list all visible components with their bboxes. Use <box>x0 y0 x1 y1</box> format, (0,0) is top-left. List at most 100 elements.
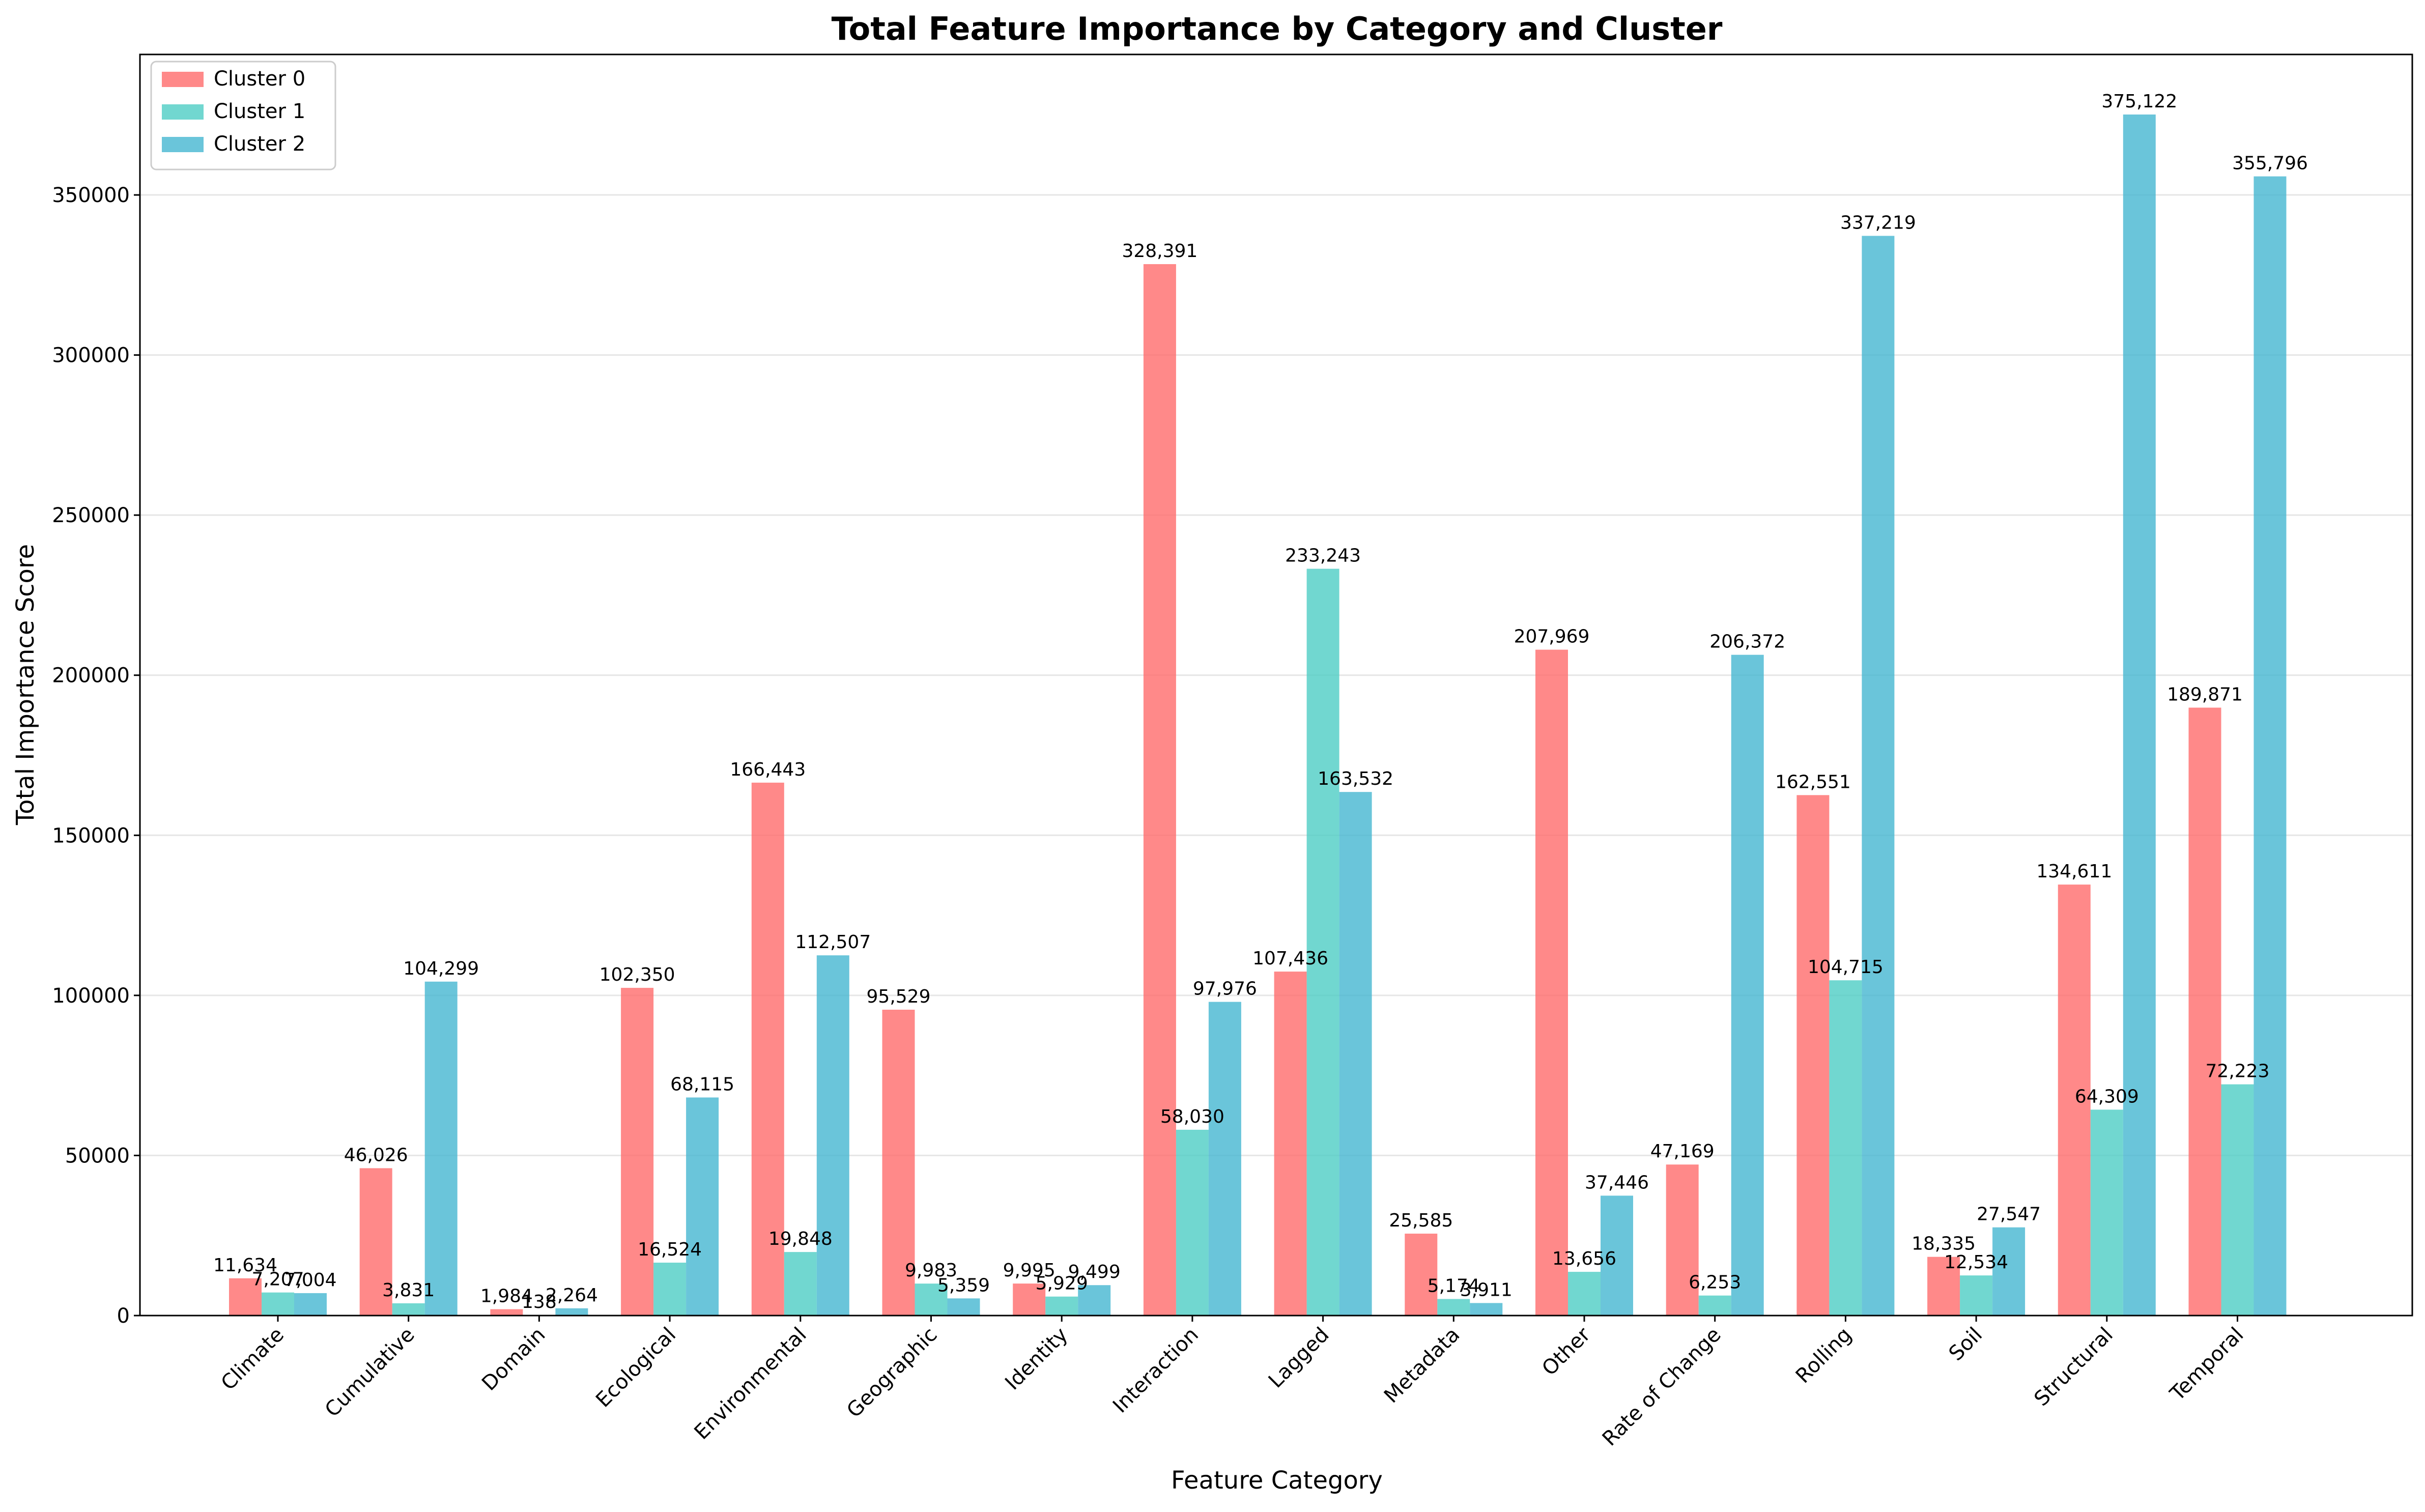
data-label: 5,359 <box>937 1275 990 1296</box>
bar-cluster-2 <box>2253 176 2287 1316</box>
x-tick-label: Metadata <box>1380 1323 1464 1408</box>
data-label: 68,115 <box>670 1074 734 1095</box>
data-label: 19,848 <box>768 1229 833 1249</box>
bar-cluster-2 <box>1208 1002 1241 1316</box>
data-label: 166,443 <box>730 759 806 780</box>
x-tick-label: Climate <box>217 1323 289 1395</box>
x-tick-label: Identity <box>1001 1323 1072 1395</box>
data-label: 9,499 <box>1068 1262 1121 1282</box>
bar-cluster-0 <box>490 1309 523 1316</box>
bar-cluster-1 <box>1829 980 1862 1316</box>
bar-cluster-1 <box>1698 1295 1731 1316</box>
bar-cluster-0 <box>1143 264 1176 1316</box>
bar-cluster-2 <box>424 981 458 1316</box>
x-tick-label: Rate of Change <box>1598 1323 1726 1451</box>
bar-cluster-1 <box>1306 568 1339 1316</box>
data-label: 46,026 <box>344 1145 408 1165</box>
x-tick-label: Environmental <box>690 1323 811 1444</box>
data-label: 16,524 <box>638 1239 702 1260</box>
data-label: 104,299 <box>403 958 479 979</box>
bar-cluster-1 <box>1045 1296 1078 1316</box>
bar-cluster-0 <box>359 1168 392 1316</box>
bar-cluster-1 <box>392 1303 425 1316</box>
bar-cluster-1 <box>1960 1275 1993 1316</box>
bar-cluster-2 <box>1078 1285 1111 1316</box>
bar-cluster-0 <box>751 782 784 1316</box>
bar-cluster-0 <box>1796 795 1830 1316</box>
data-label: 95,529 <box>867 986 931 1007</box>
bar-cluster-0 <box>1666 1164 1699 1316</box>
x-tick-label: Temporal <box>2165 1323 2248 1406</box>
legend-label: Cluster 2 <box>214 132 305 156</box>
data-label: 207,969 <box>1514 626 1590 647</box>
data-label: 64,309 <box>2075 1086 2139 1107</box>
data-label: 9,995 <box>1003 1260 1055 1281</box>
data-label: 162,551 <box>1775 772 1851 792</box>
data-label: 25,585 <box>1389 1210 1453 1231</box>
bar-cluster-0 <box>229 1278 262 1316</box>
bar-cluster-2 <box>1601 1195 1633 1316</box>
legend: Cluster 0 Cluster 1 Cluster 2 <box>150 61 336 170</box>
data-label: 37,446 <box>1585 1172 1649 1193</box>
data-label: 107,436 <box>1252 948 1328 969</box>
data-label: 6,253 <box>1689 1272 1741 1293</box>
legend-swatch <box>162 137 204 152</box>
x-axis: Climate Cumulative Domain Ecological Environ… <box>217 1316 2248 1450</box>
bar-cluster-2 <box>294 1293 327 1316</box>
x-tick-label: Other <box>1537 1323 1595 1380</box>
data-label: 7,207 <box>251 1269 304 1290</box>
bar-cluster-2 <box>686 1097 719 1316</box>
data-label: 12,534 <box>1944 1252 2008 1273</box>
x-tick-label: Interaction <box>1108 1323 1203 1418</box>
bar-cluster-0 <box>1535 649 1568 1316</box>
data-label: 58,030 <box>1160 1106 1224 1127</box>
bar-cluster-1 <box>2221 1084 2254 1316</box>
grid-lines <box>140 194 2412 1156</box>
data-label: 3,831 <box>382 1280 435 1301</box>
y-tick-label: 200000 <box>52 664 130 688</box>
bar-cluster-2 <box>947 1298 980 1316</box>
y-axis-label: Total Importance Score <box>11 544 40 825</box>
data-label: 7,004 <box>284 1270 336 1291</box>
bar-cluster-2 <box>555 1308 588 1316</box>
y-tick-label: 0 <box>117 1304 130 1328</box>
x-tick-label: Structural <box>2030 1323 2118 1411</box>
data-label: 163,532 <box>1318 768 1393 789</box>
bar-cluster-1 <box>2090 1109 2123 1316</box>
data-label: 104,715 <box>1808 957 1884 978</box>
bars <box>229 114 2287 1316</box>
bar-cluster-0 <box>2058 885 2091 1316</box>
bar-cluster-1 <box>1437 1299 1470 1316</box>
data-label: 13,656 <box>1552 1248 1616 1269</box>
x-axis-label: Feature Category <box>1171 1466 1383 1495</box>
data-label: 112,507 <box>795 932 871 953</box>
data-label: 9,983 <box>905 1260 957 1281</box>
x-tick-label: Domain <box>477 1323 550 1395</box>
data-label: 102,350 <box>600 964 675 985</box>
x-tick-label: Geographic <box>842 1323 942 1422</box>
data-labels: 11,6347,2077,00446,0263,831104,2991,9841… <box>213 91 2308 1313</box>
bar-cluster-2 <box>1470 1303 1503 1316</box>
data-label: 2,264 <box>546 1285 598 1306</box>
data-label: 355,796 <box>2232 153 2308 174</box>
legend-label: Cluster 0 <box>214 67 305 91</box>
bar-cluster-1 <box>653 1263 687 1316</box>
bar-cluster-0 <box>882 1009 915 1316</box>
data-label: 328,391 <box>1122 241 1197 262</box>
data-label: 47,169 <box>1650 1141 1715 1162</box>
data-label: 72,223 <box>2206 1061 2270 1082</box>
data-label: 337,219 <box>1840 212 1916 233</box>
data-label: 138 <box>522 1292 557 1313</box>
bar-cluster-0 <box>1013 1283 1046 1316</box>
y-tick-label: 50000 <box>65 1144 130 1167</box>
plot-area-frame <box>139 53 2413 1317</box>
data-label: 375,122 <box>2101 91 2177 112</box>
bar-cluster-2 <box>1862 236 1895 1316</box>
data-label: 233,243 <box>1285 546 1361 566</box>
x-tick-label: Ecological <box>591 1323 680 1412</box>
bar-cluster-1 <box>784 1252 817 1316</box>
bar-cluster-0 <box>1405 1234 1438 1316</box>
data-label: 5,929 <box>1036 1273 1088 1294</box>
